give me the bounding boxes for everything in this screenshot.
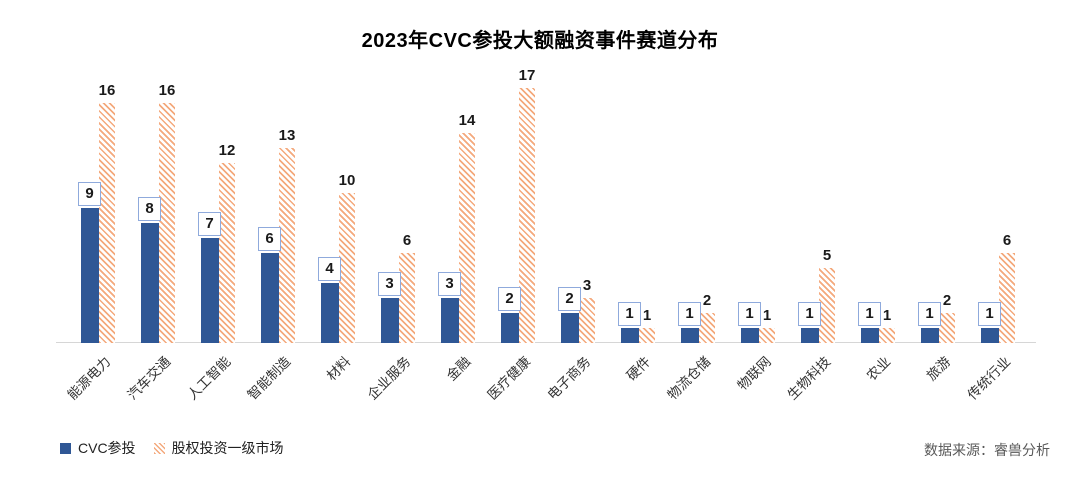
plot-area: 9 16 8 16 7 12 6 13 4 10 3 6 3 14 2 17 2 3 1 1 1 2 1 1 1 5 1 1 1 2 1 6 — [56, 60, 1036, 343]
bar-market — [639, 328, 655, 343]
x-axis-label: 硬件 — [623, 353, 654, 384]
bar-market — [99, 103, 115, 343]
bar-market — [759, 328, 775, 343]
cvc-value-box: 2 — [558, 287, 581, 311]
market-value-label: 16 — [98, 82, 116, 99]
bar-market — [879, 328, 895, 343]
cvc-value-box: 4 — [318, 257, 341, 281]
bar-cvc — [801, 328, 819, 343]
bar-cvc — [321, 283, 339, 343]
bar-cvc — [201, 238, 219, 343]
bar-cvc — [621, 328, 639, 343]
legend-label-cvc: CVC参投 — [78, 440, 136, 456]
legend-item-market: 股权投资一级市场 — [153, 438, 284, 458]
bar-market — [939, 313, 955, 343]
cvc-value-box: 1 — [918, 302, 941, 326]
x-axis-label: 物联网 — [734, 353, 774, 394]
x-axis-line — [56, 342, 1036, 343]
x-axis-label: 传统行业 — [964, 353, 1014, 403]
cvc-value-box: 1 — [618, 302, 641, 326]
market-value-label: 1 — [762, 307, 772, 324]
market-value-label: 1 — [642, 307, 652, 324]
bar-market — [579, 298, 595, 343]
bar-cvc — [741, 328, 759, 343]
source-note: 数据来源：睿兽分析 — [924, 442, 1050, 458]
legend-label-market: 股权投资一级市场 — [171, 440, 284, 456]
bar-cvc — [441, 298, 459, 343]
bar-cvc — [921, 328, 939, 343]
chart-title: 2023年CVC参投大额融资事件赛道分布 — [361, 30, 719, 52]
x-axis-label: 医疗健康 — [484, 353, 534, 403]
bar-market — [339, 193, 355, 343]
bar-market — [699, 313, 715, 343]
legend-swatch-cvc-solid-icon — [60, 442, 71, 454]
market-value-label: 2 — [942, 292, 952, 309]
x-axis-label: 旅游 — [923, 353, 954, 384]
x-axis-label: 金融 — [443, 353, 474, 384]
x-axis-label: 生物科技 — [784, 353, 834, 403]
market-value-label: 10 — [338, 172, 356, 189]
market-value-label: 5 — [822, 247, 832, 264]
bar-market — [519, 88, 535, 343]
legend-item-cvc: CVC参投 — [60, 438, 136, 458]
bar-cvc — [861, 328, 879, 343]
legend-swatch-market-hatch-icon — [153, 442, 165, 454]
market-value-label: 13 — [278, 127, 296, 144]
cvc-value-box: 1 — [738, 302, 761, 326]
cvc-value-box: 2 — [498, 287, 521, 311]
cvc-value-box: 8 — [138, 197, 161, 221]
market-value-label: 17 — [518, 67, 536, 84]
x-axis-label: 能源电力 — [64, 353, 114, 403]
x-axis-labels: 能源电力 汽车交通 人工智能 智能制造 材料 企业服务 金融 医疗健康 电子商务 硬件 物流仓储 物联… — [58, 343, 1034, 423]
cvc-value-box: 7 — [198, 212, 221, 236]
cvc-value-box: 3 — [438, 272, 461, 296]
x-axis-label: 企业服务 — [364, 353, 414, 403]
x-axis-label: 汽车交通 — [124, 353, 174, 403]
cvc-value-box: 1 — [858, 302, 881, 326]
cvc-value-box: 6 — [258, 227, 281, 251]
market-value-label: 6 — [1002, 232, 1012, 249]
x-axis-label: 农业 — [863, 353, 894, 384]
bar-cvc — [981, 328, 999, 343]
x-axis-label: 物流仓储 — [664, 353, 714, 403]
bar-cvc — [261, 253, 279, 343]
bar-market — [399, 253, 415, 343]
bar-market — [819, 268, 835, 343]
bar-cvc — [681, 328, 699, 343]
x-axis-label: 材料 — [323, 353, 354, 384]
bar-market — [459, 133, 475, 343]
market-value-label: 6 — [402, 232, 412, 249]
cvc-value-box: 3 — [378, 272, 401, 296]
x-axis-label: 电子商务 — [544, 353, 594, 403]
bar-market — [159, 103, 175, 343]
cvc-value-box: 1 — [798, 302, 821, 326]
legend: CVC参投 股权投资一级市场 — [60, 438, 284, 458]
bar-market — [219, 163, 235, 343]
bar-cvc — [501, 313, 519, 343]
x-axis-label: 人工智能 — [184, 353, 234, 403]
bar-cvc — [561, 313, 579, 343]
bar-cvc — [81, 208, 99, 343]
bar-cvc — [141, 223, 159, 343]
x-axis-label: 智能制造 — [244, 353, 294, 403]
market-value-label: 14 — [458, 112, 476, 129]
market-value-label: 16 — [158, 82, 176, 99]
market-value-label: 12 — [218, 142, 236, 159]
cvc-value-box: 1 — [678, 302, 701, 326]
bar-market — [279, 148, 295, 343]
cvc-value-box: 9 — [78, 182, 101, 206]
bar-cvc — [381, 298, 399, 343]
cvc-value-box: 1 — [978, 302, 1001, 326]
market-value-label: 2 — [702, 292, 712, 309]
bar-market — [999, 253, 1015, 343]
market-value-label: 1 — [882, 307, 892, 324]
market-value-label: 3 — [582, 277, 592, 294]
